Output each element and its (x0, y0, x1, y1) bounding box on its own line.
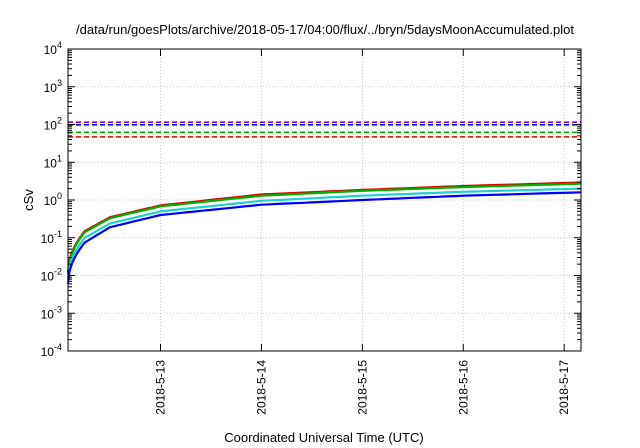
y-axis-label: cSv (21, 189, 36, 211)
y-tick-mantissa: 10 (44, 81, 58, 95)
x-tick-label: 2018-5-17 (557, 360, 571, 415)
plot-frame (67, 48, 582, 352)
y-tick-mantissa: 10 (41, 345, 55, 359)
x-tick-label: 2018-5-13 (154, 360, 168, 415)
y-tick-exponent: -3 (54, 304, 62, 314)
threshold-lines (68, 121, 581, 138)
x-tick-label: 2018-5-16 (456, 360, 470, 415)
y-tick-exponent: 3 (57, 78, 62, 88)
y-tick-exponent: -1 (54, 229, 62, 239)
y-tick-label: 104 (44, 40, 62, 57)
y-tick-label: 102 (44, 116, 62, 133)
y-tick-mantissa: 10 (41, 232, 55, 246)
y-tick-label: 10-2 (41, 267, 62, 284)
series-line (66, 182, 582, 275)
y-tick-label: 10-3 (41, 304, 62, 321)
y-tick-mantissa: 10 (44, 43, 58, 57)
x-axis-label: Coordinated Universal Time (UTC) (224, 430, 423, 445)
y-tick-mantissa: 10 (44, 194, 58, 208)
x-tick-label: 2018-5-14 (254, 360, 268, 415)
y-tick-label: 10-4 (41, 342, 62, 359)
y-tick-label: 10-1 (41, 229, 62, 246)
x-ticks: 2018-5-13 2018-5-14 2018-5-15 2018-5-16 2018… (154, 49, 571, 415)
y-tick-exponent: -4 (54, 342, 62, 352)
y-tick-exponent: 1 (57, 153, 62, 163)
chart-title: /data/run/goesPlots/archive/2018-05-17/0… (76, 22, 574, 37)
grid (68, 49, 581, 351)
y-tick-label: 100 (44, 191, 62, 208)
series-lines (66, 181, 582, 285)
series-line (66, 187, 582, 280)
x-tick-label: 2018-5-15 (355, 360, 369, 415)
y-tick-mantissa: 10 (44, 156, 58, 170)
y-tick-label: 103 (44, 78, 62, 95)
y-tick-exponent: 0 (57, 191, 62, 201)
y-tick-exponent: 4 (57, 40, 62, 50)
series-line (66, 181, 582, 273)
y-tick-exponent: -2 (54, 267, 62, 277)
y-tick-exponent: 2 (57, 116, 62, 126)
y-tick-mantissa: 10 (44, 119, 58, 133)
y-tick-mantissa: 10 (41, 307, 55, 321)
y-tick-label: 101 (44, 153, 62, 170)
y-tick-mantissa: 10 (41, 270, 55, 284)
series-line (66, 191, 582, 285)
